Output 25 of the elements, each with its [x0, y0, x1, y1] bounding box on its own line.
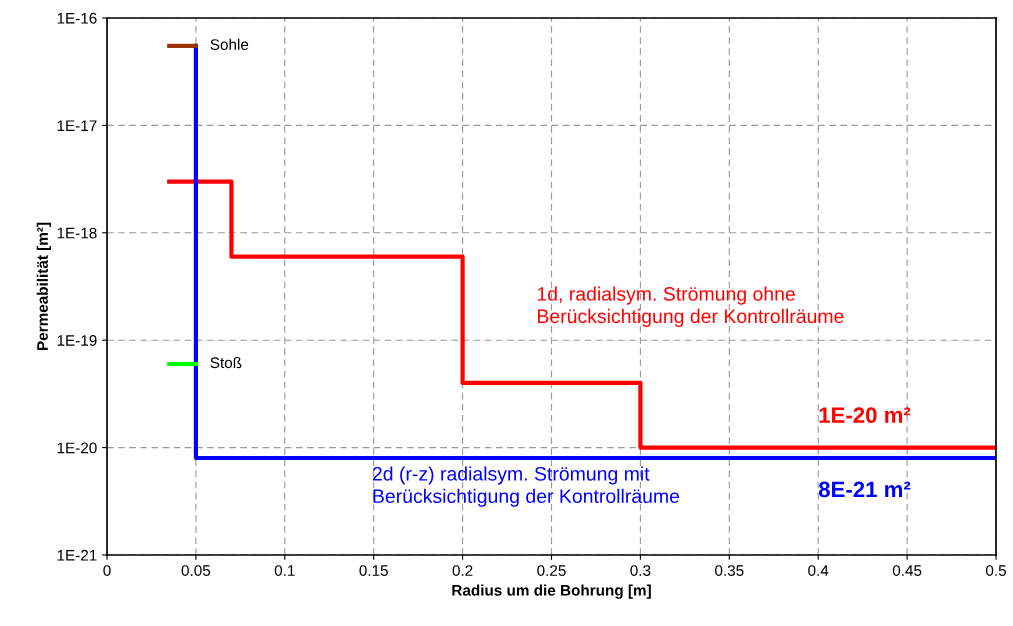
series-label: 2d (r-z) radialsym. Strömung mit Berücksichtigung der Kontrollräume — [372, 466, 680, 507]
y-tick-label: 1E-18 — [57, 227, 97, 239]
x-tick-label: 0.45 — [892, 565, 922, 576]
x-tick-label: 0.5 — [985, 565, 1006, 576]
y-axis-title: Permeabilität [m²] — [36, 222, 51, 350]
y-tick-label: 1E-21 — [57, 549, 97, 561]
y-tick-label: 1E-19 — [57, 335, 97, 346]
y-tick-label: 1E-20 — [57, 442, 97, 454]
x-tick-label: 0.4 — [808, 565, 829, 576]
series-label: Stoß — [210, 356, 242, 369]
x-tick-label: 0.05 — [181, 565, 211, 576]
x-tick-label: 0.2 — [452, 565, 473, 576]
x-axis-title: Radius um die Bohrung [m] — [452, 584, 651, 599]
y-tick-label: 1E-17 — [57, 120, 97, 131]
x-tick-label: 0.15 — [359, 565, 388, 576]
series-label: Sohle — [210, 38, 249, 50]
annotation: 1E-20 m² — [819, 407, 911, 424]
annotation: 8E-21 m² — [818, 481, 911, 498]
x-tick-label: 0.1 — [274, 565, 295, 576]
x-tick-label: 0 — [103, 565, 111, 576]
x-tick-label: 0.25 — [537, 565, 566, 576]
y-tick-label: 1E-16 — [57, 12, 97, 24]
x-tick-label: 0.35 — [715, 565, 744, 576]
x-tick-label: 0.3 — [630, 565, 651, 576]
text: 1d, radialsym. Strömung ohne Berücksichtigung der Kontrollräume — [537, 286, 844, 327]
